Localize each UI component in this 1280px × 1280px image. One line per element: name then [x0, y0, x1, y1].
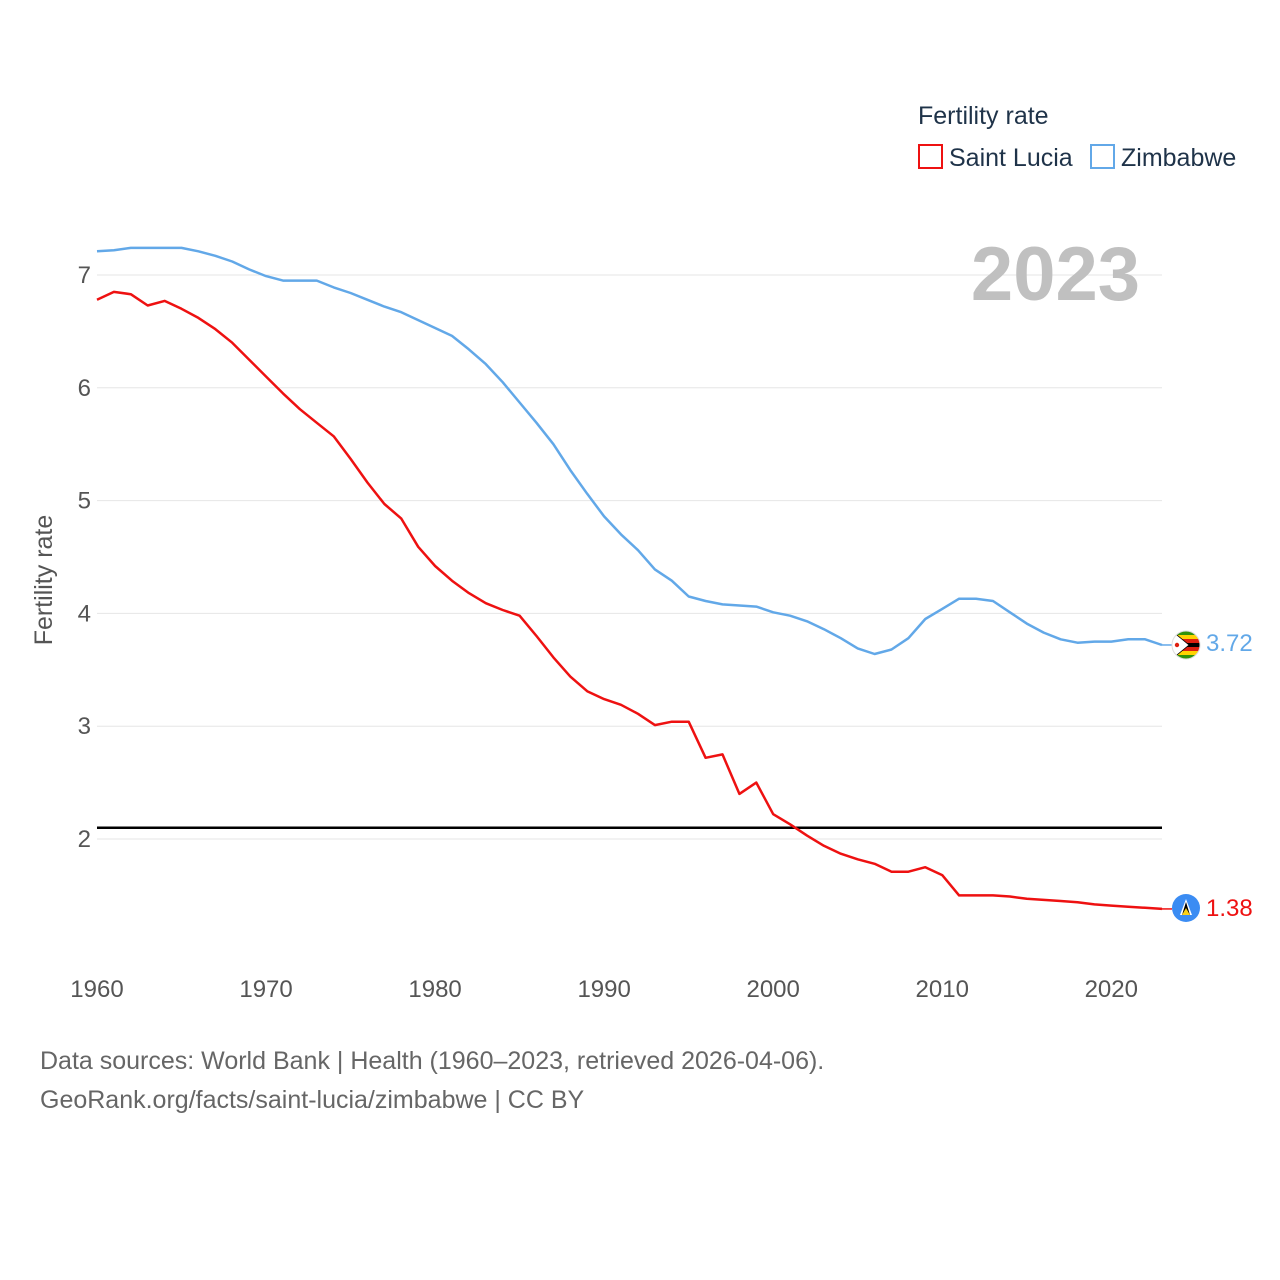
y-tick-label: 5: [78, 488, 91, 515]
legend-swatch-zimbabwe: [1090, 144, 1115, 169]
legend-label-zimbabwe: Zimbabwe: [1121, 144, 1236, 172]
year-label: 2023: [971, 232, 1140, 317]
source-line-2[interactable]: GeoRank.org/facts/saint-lucia/zimbabwe |…: [40, 1086, 585, 1114]
y-axis-ticks: 2 3 4 5 6 7: [78, 262, 91, 853]
x-tick-label: 1970: [239, 976, 292, 1003]
x-tick-label: 1960: [70, 976, 123, 1003]
y-tick-label: 4: [78, 600, 91, 627]
gridlines: [97, 274, 1162, 840]
legend-swatch-saint-lucia: [918, 144, 943, 169]
y-tick-label: 7: [78, 262, 91, 289]
x-tick-label: 2000: [746, 976, 799, 1003]
legend-label-saint-lucia: Saint Lucia: [949, 144, 1073, 172]
y-tick-label: 3: [78, 713, 91, 740]
source-line-1: Data sources: World Bank | Health (1960–…: [40, 1047, 825, 1075]
x-tick-label: 1990: [577, 976, 630, 1003]
y-tick-label: 6: [78, 375, 91, 402]
x-tick-label: 2020: [1085, 976, 1138, 1003]
source-attribution: Data sources: World Bank | Health (1960–…: [40, 1042, 824, 1120]
end-label-zimbabwe: 3.72: [1206, 630, 1253, 657]
x-axis-ticks: 1960 1970 1980 1990 2000 2010 2020: [70, 976, 1138, 1003]
legend: Fertility rate Saint Lucia Zimbabwe: [918, 102, 1236, 172]
end-label-saint-lucia: 1.38: [1206, 895, 1253, 922]
y-axis-title: Fertility rate: [30, 515, 58, 646]
saint-lucia-flag-icon: [1172, 894, 1200, 922]
series-line-saint-lucia: [96, 290, 1163, 911]
x-tick-label: 1980: [408, 976, 461, 1003]
y-tick-label: 2: [78, 826, 91, 853]
legend-item-saint-lucia[interactable]: Saint Lucia: [918, 144, 1073, 172]
x-tick-label: 2010: [916, 976, 969, 1003]
legend-title: Fertility rate: [918, 102, 1049, 130]
legend-item-zimbabwe[interactable]: Zimbabwe: [1090, 144, 1236, 172]
series-line-zimbabwe: [96, 246, 1163, 656]
series-lines: [96, 246, 1172, 911]
zimbabwe-flag-icon: [1171, 630, 1201, 660]
